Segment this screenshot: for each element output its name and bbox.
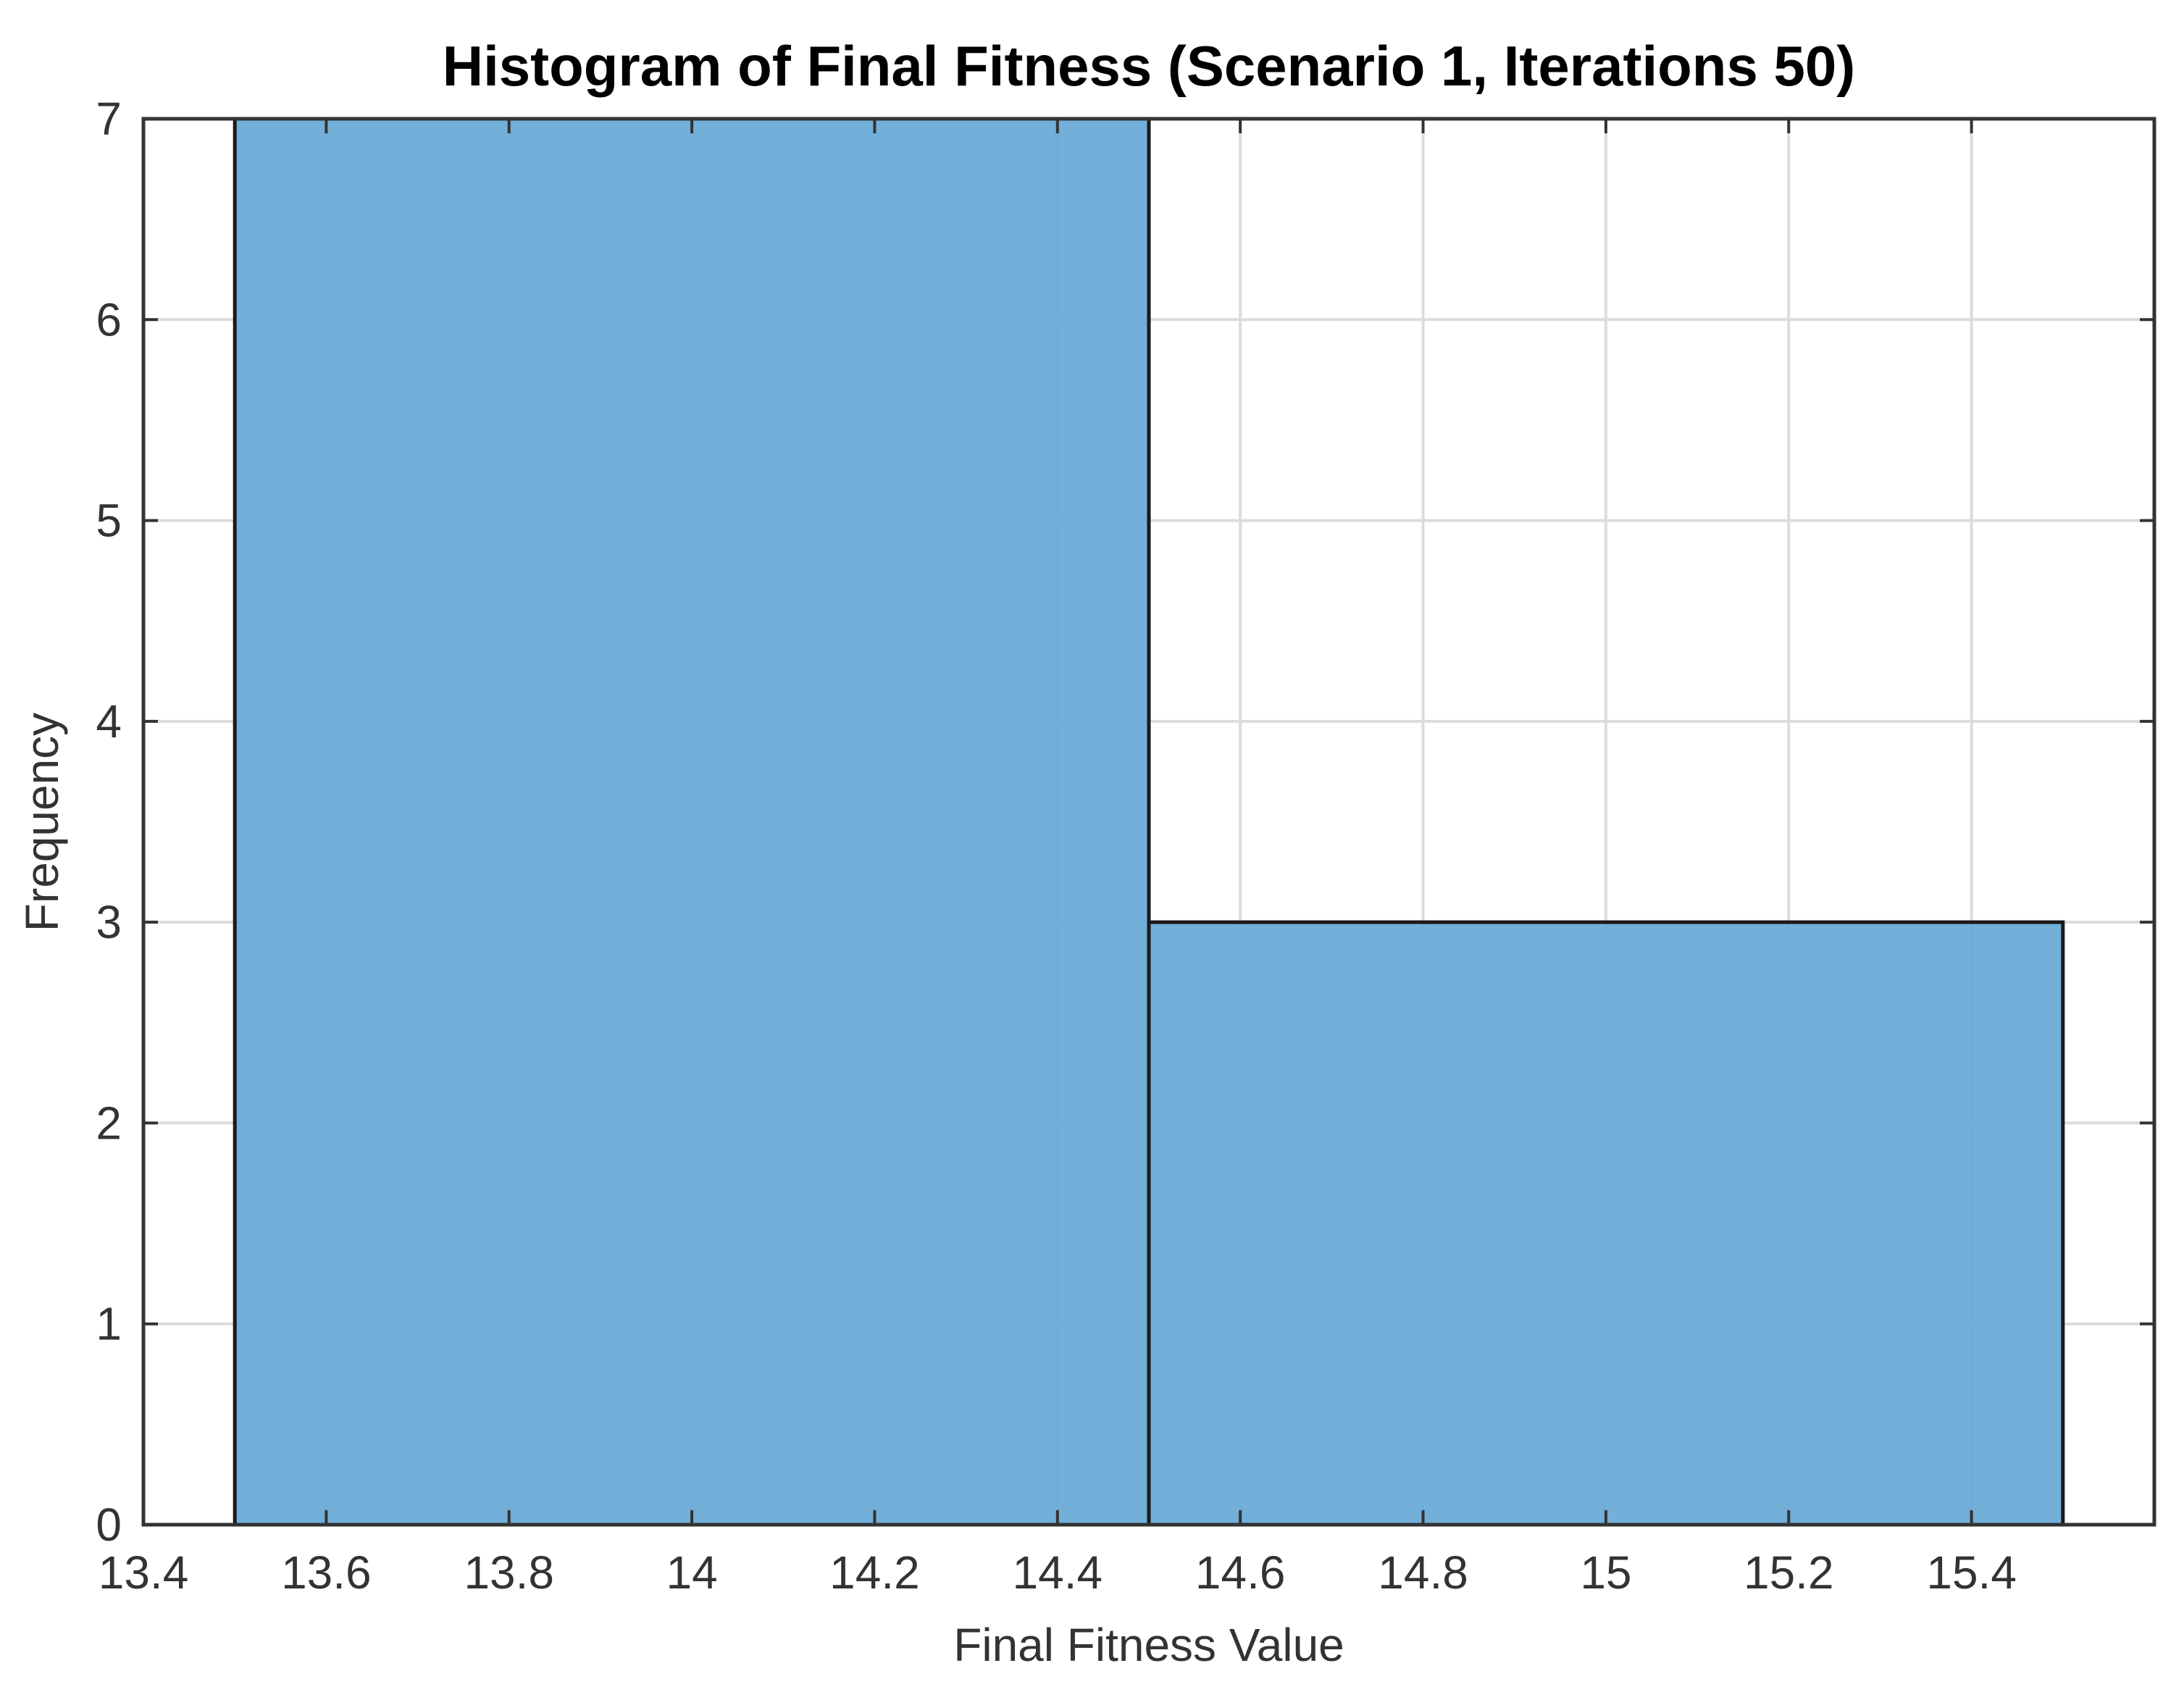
axes-frame [141,117,2156,1527]
axis-ticks: 13.4 13.6 13.8 14 14.2 14.4 14.6 14.8 15 15.2 15.4… [96,93,2154,1599]
x-tick-label: 13.8 [464,1546,554,1599]
x-tick-label: 14.6 [1195,1546,1286,1599]
x-tick-label: 14 [666,1546,717,1599]
x-axis-label: Final Fitness Value [953,1619,1344,1671]
x-tick-label: 13.4 [99,1546,189,1599]
x-tick-label: 13.6 [281,1546,372,1599]
chart-title: Histogram of Final Fitness (Scenario 1, … [443,34,1855,98]
x-tick-label: 14.2 [829,1546,920,1599]
y-tick-label: 5 [96,495,122,547]
y-tick-label: 6 [96,293,122,346]
y-tick-label: 1 [96,1298,122,1350]
histogram-bar-1 [233,117,1151,1527]
y-axis-label: Frequency [16,713,68,931]
y-tick-label: 4 [96,695,122,748]
x-tick-label: 15.2 [1744,1546,1834,1599]
axes-box [141,117,2156,1527]
y-tick-label: 7 [96,93,122,145]
y-tick-label: 3 [96,896,122,948]
histogram-bars [233,117,2065,1527]
x-tick-label: 14.4 [1013,1546,1103,1599]
x-tick-label: 15.4 [1926,1546,2017,1599]
x-tick-label: 15 [1580,1546,1631,1599]
x-tick-label: 14.8 [1378,1546,1468,1599]
y-tick-label: 2 [96,1097,122,1149]
histogram-bar-2 [1147,920,2065,1527]
y-tick-label: 0 [96,1499,122,1551]
